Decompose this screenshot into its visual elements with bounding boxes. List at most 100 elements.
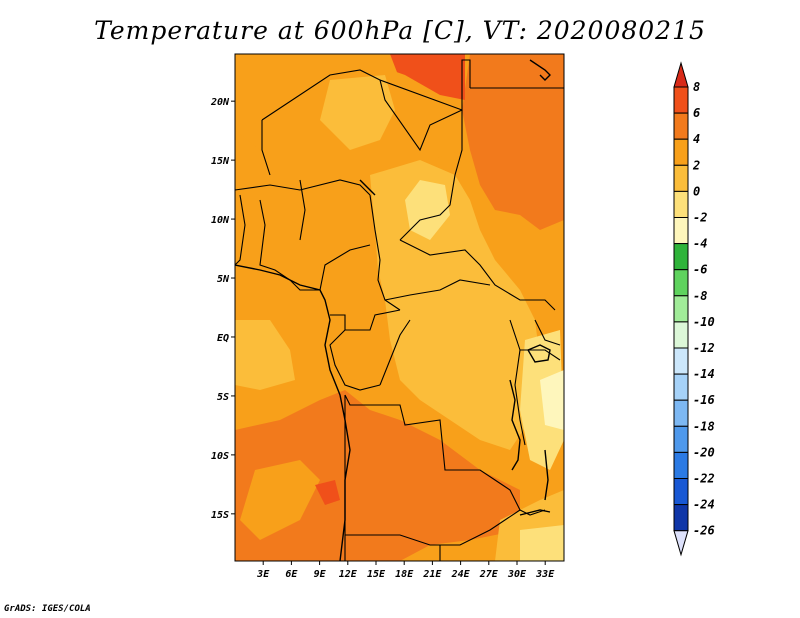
lon-tick-label: 24E — [451, 569, 471, 580]
colorbar-label: -10 — [693, 315, 715, 329]
field-southwest-2-to-4 — [240, 460, 320, 540]
lon-tick-label: 9E — [314, 569, 327, 580]
lon-tick-label: 30E — [507, 569, 527, 580]
field-ne-4-to-6 — [462, 54, 564, 230]
border-line — [519, 509, 546, 516]
colorbar-label: -16 — [693, 393, 715, 407]
colorbar-label: 4 — [693, 132, 700, 146]
border-line — [259, 199, 371, 291]
lat-tick-label: 15N — [211, 156, 230, 167]
border-line — [509, 319, 526, 446]
border-line — [261, 69, 463, 152]
colorbar-top-arrow — [673, 61, 689, 88]
border-line — [399, 239, 556, 311]
border-line — [330, 309, 401, 331]
colorbar-segment — [673, 217, 689, 245]
lon-tick-label: 15E — [367, 569, 386, 580]
colorbar-label: -22 — [693, 472, 715, 486]
lat-tick-label: 5N — [217, 274, 230, 285]
border-line — [534, 319, 561, 346]
colorbar-segment — [673, 295, 689, 323]
colorbar-segment — [673, 86, 689, 114]
coastlines-lakes — [235, 59, 551, 561]
colorbar-segment — [673, 112, 689, 140]
colorbar-label: 6 — [693, 106, 700, 120]
colorbar-label: -18 — [693, 419, 715, 433]
field-east-minus4-to-minus2 — [540, 370, 564, 430]
colorbar-label: 8 — [693, 80, 700, 94]
colorbar: 8 6 4 2 0 -2 -4 -6 -8 -10 -12 -14 -16 -18 -20 -22 -24 -26 — [673, 61, 715, 557]
colorbar-label: -24 — [693, 498, 715, 512]
coastline — [529, 59, 551, 81]
colorbar-segment — [673, 478, 689, 506]
colorbar-label: -8 — [693, 289, 707, 303]
axis-ticks: 3E 6E 9E 12E 15E 18E 21E 24E 27E 30E 33E 20N 15N 10N 5… — [210, 97, 555, 580]
lat-tick-label: 10S — [211, 451, 229, 462]
lat-tick-label: 5S — [217, 392, 229, 403]
colorbar-segment — [673, 269, 689, 297]
lake-chad — [359, 179, 376, 196]
border-line — [379, 319, 411, 386]
lat-tick-label: 15S — [211, 510, 229, 521]
lon-tick-label: 3E — [256, 569, 270, 580]
lon-tick-label: 12E — [339, 569, 358, 580]
border-line — [399, 110, 463, 241]
border-line — [299, 179, 306, 241]
map-title: Temperature at 600hPa [C], VT: 202008021… — [94, 16, 706, 45]
colorbar-label: -6 — [693, 263, 707, 277]
coastline — [235, 264, 351, 561]
border-line — [369, 194, 401, 311]
colorbar-segment — [673, 373, 689, 401]
lon-tick-label: 33E — [535, 569, 555, 580]
border-line — [379, 59, 471, 111]
border-line — [329, 329, 381, 391]
colorbar-segment — [673, 347, 689, 375]
colorbar-segment — [673, 399, 689, 427]
colorbar-segment — [673, 504, 689, 532]
lon-tick-label: 27E — [479, 569, 499, 580]
field-chad-minus2-to-0 — [405, 180, 450, 240]
field-angola-6-to-8 — [315, 480, 340, 505]
colorbar-segment — [673, 138, 689, 166]
lake-malawi — [544, 449, 549, 501]
lat-tick-label: 20N — [210, 97, 230, 108]
colorbar-label: -26 — [693, 524, 715, 538]
colorbar-segment — [673, 164, 689, 192]
field-southwest-4-to-6 — [235, 390, 520, 561]
border-line — [384, 279, 491, 301]
colorbar-label: 0 — [693, 184, 700, 198]
colorbar-label: -4 — [693, 237, 707, 251]
lon-tick-label: 21E — [422, 569, 442, 580]
colorbar-bottom-arrow — [673, 530, 689, 557]
grads-credit: GrADS: IGES/COLA — [4, 604, 91, 614]
field-sahara-cool-patch — [320, 75, 395, 150]
map-frame — [234, 53, 565, 562]
border-line — [261, 120, 271, 176]
lon-tick-label: 6E — [285, 569, 298, 580]
colorbar-segment — [673, 425, 689, 453]
lat-tick-label: EQ — [217, 333, 229, 344]
colorbar-label: 2 — [692, 158, 700, 172]
field-southeast-minus2-to-0 — [520, 525, 564, 561]
colorbar-label: -2 — [693, 211, 707, 225]
field-westcoast-0-to-2 — [235, 320, 295, 390]
lake-tanganyika — [509, 379, 521, 471]
colorbar-segment — [673, 190, 689, 218]
lat-tick-label: 10N — [211, 215, 230, 226]
field-north-6-to-8 — [380, 54, 465, 100]
temperature-field — [235, 54, 564, 561]
colorbar-segment — [673, 321, 689, 349]
lon-tick-label: 18E — [395, 569, 414, 580]
colorbar-label: -14 — [693, 367, 715, 381]
field-central-0-to-2 — [370, 160, 540, 450]
colorbar-segment — [673, 451, 689, 479]
colorbar-segment — [673, 243, 689, 271]
lake-victoria — [526, 344, 551, 363]
colorbar-label: -20 — [693, 445, 715, 459]
colorbar-label: -12 — [693, 341, 715, 355]
field-east-minus2-to-0 — [520, 330, 564, 470]
border-line — [235, 179, 371, 196]
lake-kariba — [519, 509, 551, 516]
border-line — [235, 194, 246, 266]
